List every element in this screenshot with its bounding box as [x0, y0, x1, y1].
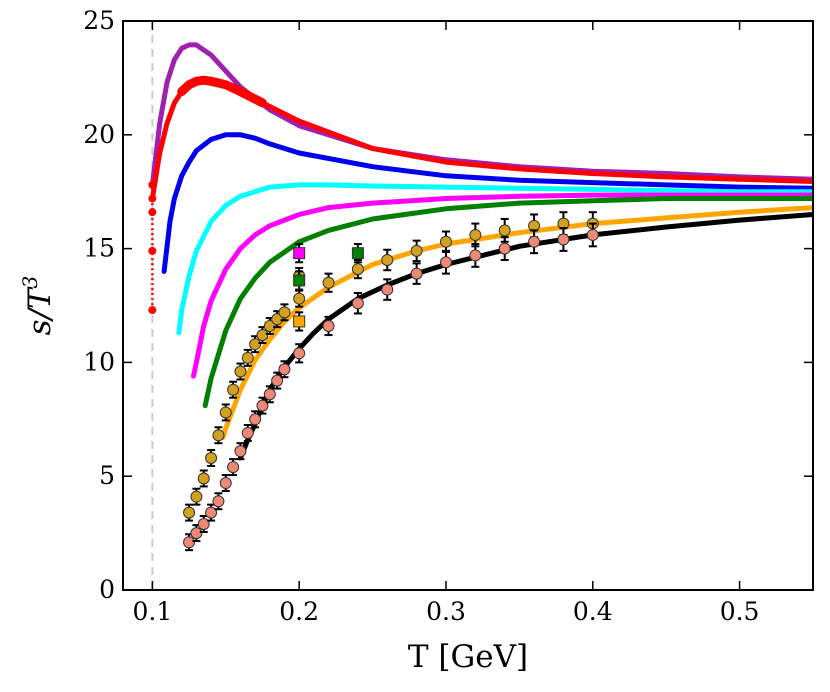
- scatter-square-2-0: [293, 247, 306, 260]
- scatter-point-1-4: [212, 495, 225, 508]
- scatter-point-1-17: [381, 283, 394, 296]
- dotted-series-point-0-4: [148, 180, 157, 189]
- x-tick-label-3: 0.4: [573, 597, 613, 626]
- y-axis-label: s/T3: [18, 276, 58, 336]
- scatter-point-0-14: [293, 292, 306, 305]
- x-tick-label-4: 0.5: [720, 597, 760, 626]
- dotted-series-point-0-1: [148, 246, 157, 255]
- scatter-point-0-21: [469, 228, 482, 241]
- series-line-7: [220, 205, 813, 440]
- scatter-point-1-14: [293, 347, 306, 360]
- series-line-6: [202, 196, 813, 409]
- scatter-point-0-13: [278, 306, 291, 319]
- scatter-point-1-2: [197, 517, 210, 530]
- scatter-point-1-3: [205, 506, 218, 519]
- scatter-point-1-1: [190, 527, 203, 540]
- scatter-point-0-1: [190, 490, 203, 503]
- scatter-point-1-22: [528, 235, 541, 248]
- series-line-4: [176, 182, 813, 336]
- x-tick-label-2: 0.3: [426, 597, 466, 626]
- y-tick-label-2: 10: [83, 347, 115, 376]
- series-line-3: [161, 132, 813, 274]
- x-axis-label: T [GeV]: [408, 639, 528, 675]
- scatter-point-1-5: [219, 477, 232, 490]
- scatter-point-1-11: [263, 388, 276, 401]
- axis-ticks: 0.1 0.2 0.3 0.4 0.5 0 5 10 15 20 25: [83, 6, 813, 626]
- y-axis-label-superscript: 3: [18, 276, 42, 289]
- dotted-series-point-0-3: [148, 194, 157, 203]
- scatter-point-0-22: [498, 224, 511, 237]
- scatter-point-0-16: [322, 276, 335, 289]
- scatter-point-1-9: [249, 413, 262, 426]
- scatter-point-0-3: [205, 451, 218, 464]
- scatter-point-0-4: [212, 429, 225, 442]
- scatter-point-0-9: [249, 338, 262, 351]
- scatter-point-1-8: [241, 426, 254, 439]
- scatter-point-0-0: [183, 506, 196, 519]
- scatter-point-0-10: [256, 329, 269, 342]
- scatter-point-1-24: [586, 228, 599, 241]
- scatter-point-1-0: [183, 536, 196, 549]
- scatter-point-0-8: [241, 351, 254, 364]
- series-line-5: [191, 192, 813, 379]
- scatter-point-0-20: [439, 235, 452, 248]
- y-tick-label-1: 5: [99, 461, 115, 490]
- scatter-point-0-12: [271, 313, 284, 326]
- scatter-point-1-10: [256, 399, 269, 412]
- y-tick-label-4: 20: [83, 120, 115, 149]
- series-line-2: [177, 75, 267, 108]
- series-line-8: [237, 212, 813, 461]
- scatter-point-1-18: [410, 267, 423, 280]
- scatter-point-1-13: [278, 363, 291, 376]
- scatter-point-0-5: [219, 406, 232, 419]
- x-tick-label-1: 0.2: [279, 597, 319, 626]
- scatter-point-0-17: [351, 263, 364, 276]
- scatter-point-1-19: [439, 256, 452, 269]
- dotted-series-point-0-0: [148, 306, 157, 315]
- scatter-point-1-12: [271, 374, 284, 387]
- scatter-point-0-19: [410, 244, 423, 257]
- scatter-point-0-7: [234, 365, 247, 378]
- scatter-point-0-6: [227, 383, 240, 396]
- scatter-square-4-0: [293, 315, 306, 328]
- y-axis-label-base: s/T: [22, 286, 58, 335]
- scatter-point-1-21: [498, 242, 511, 255]
- plot-area: [148, 21, 813, 590]
- y-tick-label-5: 25: [83, 6, 115, 35]
- y-tick-label-0: 0: [99, 575, 115, 604]
- scatter-square-3-1: [351, 247, 364, 260]
- scatter-square-3-0: [293, 274, 306, 287]
- scatter-point-1-7: [234, 445, 247, 458]
- scatter-point-0-2: [197, 472, 210, 485]
- scatter-point-0-18: [381, 253, 394, 266]
- y-tick-label-3: 15: [83, 234, 115, 263]
- scatter-point-1-6: [227, 461, 240, 474]
- scatter-point-1-23: [557, 233, 570, 246]
- plot-frame: [122, 20, 814, 591]
- dotted-series-point-0-2: [148, 208, 157, 217]
- scatter-point-1-20: [469, 249, 482, 262]
- scatter-point-1-15: [322, 319, 335, 332]
- scatter-point-1-16: [351, 297, 364, 310]
- scatter-point-0-11: [263, 319, 276, 332]
- x-tick-label-0: 0.1: [132, 597, 172, 626]
